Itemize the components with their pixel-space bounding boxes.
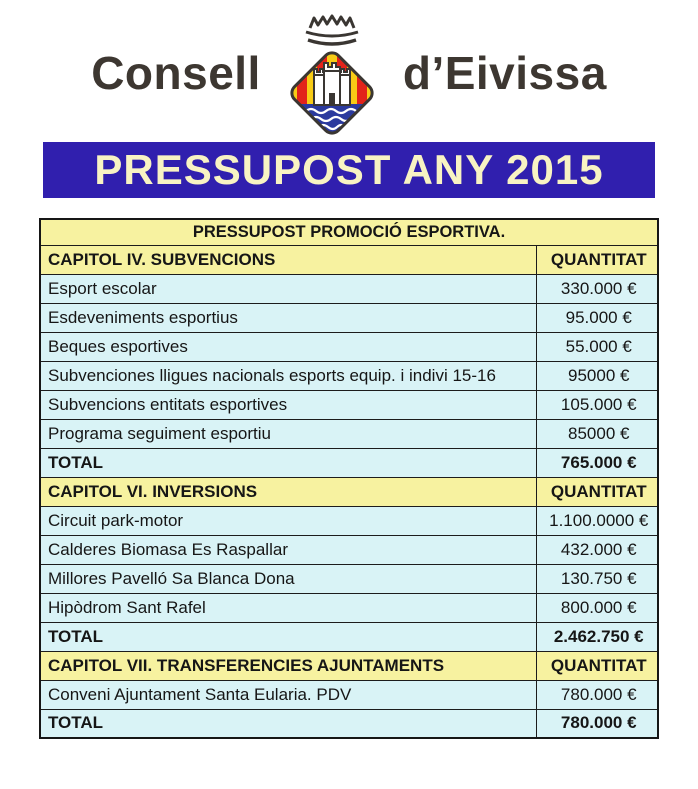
castle <box>312 62 351 106</box>
section-header-row: CAPITOL IV. SUBVENCIONS QUANTITAT <box>39 244 659 275</box>
total-row: TOTAL 765.000 € <box>39 447 659 478</box>
crown-zigzag <box>308 14 356 29</box>
table-title-row: PRESSUPOST PROMOCIÓ ESPORTIVA. <box>39 218 659 246</box>
item-amount: 330.000 € <box>536 273 659 304</box>
budget-row: Millores Pavelló Sa Blanca Dona 130.750 … <box>39 563 659 594</box>
total-label: TOTAL <box>39 708 538 739</box>
item-amount: 1.100.0000 € <box>536 505 659 536</box>
item-label: Esdeveniments esportius <box>39 302 538 333</box>
item-amount: 105.000 € <box>536 389 659 420</box>
total-amount: 2.462.750 € <box>536 621 659 652</box>
budget-row: Subvenciones lligues nacionals esports e… <box>39 360 659 391</box>
budget-row: Esdeveniments esportius 95.000 € <box>39 302 659 333</box>
section-header: CAPITOL IV. SUBVENCIONS <box>39 244 538 275</box>
item-label: Esport escolar <box>39 273 538 304</box>
banner-title: PRESSUPOST ANY 2015 <box>94 146 604 193</box>
section-header-row: CAPITOL VI. INVERSIONS QUANTITAT <box>39 476 659 507</box>
wave-line <box>310 115 352 123</box>
shield-outline <box>290 51 374 135</box>
document-page: Consell <box>0 0 698 739</box>
item-amount: 432.000 € <box>536 534 659 565</box>
item-label: Millores Pavelló Sa Blanca Dona <box>39 563 538 594</box>
crown-band-bottom <box>307 38 357 46</box>
item-label: Conveni Ajuntament Santa Eularia. PDV <box>39 679 538 710</box>
total-label: TOTAL <box>39 447 538 478</box>
castle-door <box>328 93 335 105</box>
item-label: Calderes Biomasa Es Raspallar <box>39 534 538 565</box>
budget-row: Subvencions entitats esportives 105.000 … <box>39 389 659 420</box>
crown-band-top <box>305 30 359 38</box>
item-label: Subvenciones lligues nacionals esports e… <box>39 360 538 391</box>
item-amount: 55.000 € <box>536 331 659 362</box>
shield-field <box>288 49 376 137</box>
budget-table: PRESSUPOST PROMOCIÓ ESPORTIVA. CAPITOL I… <box>38 218 659 739</box>
item-label: Subvencions entitats esportives <box>39 389 538 420</box>
budget-row: Calderes Biomasa Es Raspallar 432.000 € <box>39 534 659 565</box>
section-header: CAPITOL VI. INVERSIONS <box>39 476 538 507</box>
title-banner: PRESSUPOST ANY 2015 <box>43 142 655 198</box>
budget-row: Programa seguiment esportiu 85000 € <box>39 418 659 449</box>
budget-row: Esport escolar 330.000 € <box>39 273 659 304</box>
item-amount: 780.000 € <box>536 679 659 710</box>
amount-header: QUANTITAT <box>536 244 659 275</box>
org-name-right: d’Eivissa <box>402 47 607 99</box>
item-amount: 85000 € <box>536 418 659 449</box>
item-amount: 95.000 € <box>536 302 659 333</box>
budget-row: Circuit park-motor 1.100.0000 € <box>39 505 659 536</box>
wave-line <box>305 107 357 115</box>
total-label: TOTAL <box>39 621 538 652</box>
total-amount: 765.000 € <box>536 447 659 478</box>
item-label: Circuit park-motor <box>39 505 538 536</box>
item-label: Beques esportives <box>39 331 538 362</box>
item-amount: 130.750 € <box>536 563 659 594</box>
budget-row: Hipòdrom Sant Rafel 800.000 € <box>39 592 659 623</box>
total-amount: 780.000 € <box>536 708 659 739</box>
amount-header: QUANTITAT <box>536 476 659 507</box>
section-header: CAPITOL VII. TRANSFERENCIES AJUNTAMENTS <box>39 650 538 681</box>
table-title: PRESSUPOST PROMOCIÓ ESPORTIVA. <box>39 218 659 246</box>
total-row: TOTAL 780.000 € <box>39 708 659 739</box>
item-amount: 800.000 € <box>536 592 659 623</box>
total-row: TOTAL 2.462.750 € <box>39 621 659 652</box>
item-label: Hipòdrom Sant Rafel <box>39 592 538 623</box>
budget-row: Beques esportives 55.000 € <box>39 331 659 362</box>
section-header-row: CAPITOL VII. TRANSFERENCIES AJUNTAMENTS … <box>39 650 659 681</box>
amount-header: QUANTITAT <box>536 650 659 681</box>
coat-of-arms-icon <box>288 14 376 137</box>
item-label: Programa seguiment esportiu <box>39 418 538 449</box>
header: Consell <box>0 0 698 142</box>
item-amount: 95000 € <box>536 360 659 391</box>
wave-line <box>317 123 347 131</box>
budget-row: Conveni Ajuntament Santa Eularia. PDV 78… <box>39 679 659 710</box>
org-name-left: Consell <box>91 47 261 99</box>
